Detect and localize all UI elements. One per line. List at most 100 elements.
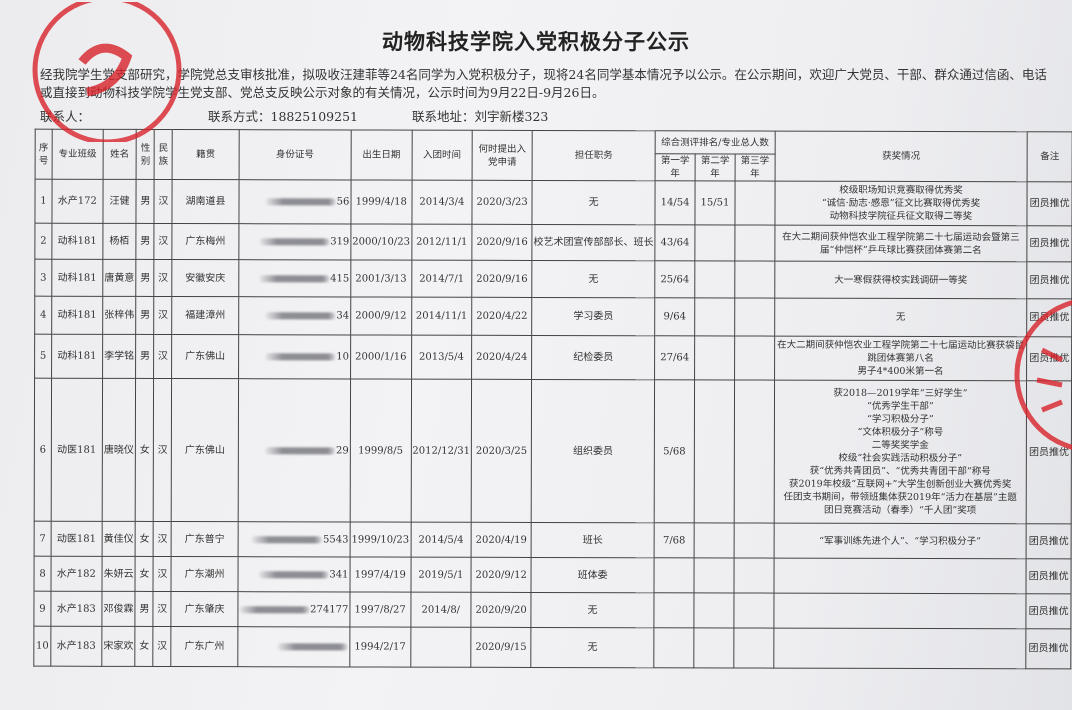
- id-suffix: 29: [336, 444, 349, 456]
- cell-r2: [694, 224, 735, 261]
- table-row: 10 水产183 宋家欢女汉广东广州 1994/2/17 2020/9/15 无 团员推优: [33, 626, 1071, 669]
- table-row: 6 动医181 唐晓仪女汉广东佛山 29 1999/8/5 2012/12/31 2020/…: [34, 378, 1072, 524]
- table-row: 1 水产172 汪健男汉湖南道县 56 1999/4/18 2014/3/4 2020/3/…: [34, 179, 1072, 226]
- cell-ethnic: 汉: [153, 591, 172, 627]
- cell-league: 2014/5/4: [410, 522, 472, 558]
- cell-id: 341: [237, 556, 350, 592]
- table-row: 7 动医181 黄佳仪女汉广东普宁 5543 1999/10/23 2014/5/4 202…: [34, 521, 1072, 559]
- column-subheader: 第二学年: [695, 153, 736, 181]
- cell-r3: [734, 224, 775, 262]
- redacted-id-bar: [265, 353, 336, 361]
- table-row: 9 水产183 邓俊霖男汉广东肇庆 274177 1997/8/27 2014/8/202…: [33, 591, 1071, 629]
- cell-r3: [733, 557, 774, 594]
- cell-id: 319: [238, 223, 351, 260]
- cell-ethnic: 汉: [153, 334, 172, 379]
- cell-awards: 校级职场知识竞赛取得优秀奖 “诚信·励志·感恩”征文比赛取得优秀奖 动物科技学院…: [774, 181, 1028, 226]
- column-header: 身份证号: [238, 129, 352, 180]
- cell-awards: 在大二期间获仲恺农业工程学院第二十七届运动会暨第三届“仲恺杯”乒乓球比赛获团体赛…: [774, 225, 1028, 262]
- cell-league: [410, 627, 472, 668]
- cell-no: 10: [33, 626, 51, 667]
- cell-apply: 2020/9/16: [471, 260, 532, 298]
- cell-note: 团员推优: [1026, 523, 1072, 559]
- cell-r2: [693, 592, 734, 628]
- cell-r1: [654, 557, 695, 593]
- cell-class: 动科181: [51, 334, 103, 379]
- cell-post: 组织委员: [531, 379, 655, 523]
- cell-origin: 广东肇庆: [171, 591, 238, 627]
- cell-no: 3: [34, 259, 52, 297]
- cell-name: 唐晓仪: [101, 378, 136, 522]
- cell-league: 2012/11/1: [411, 224, 473, 261]
- cell-league: 2012/12/31: [410, 379, 472, 523]
- cell-apply: 2020/3/23: [472, 180, 533, 225]
- cell-origin: 福建漳州: [171, 296, 239, 335]
- cell-league: 2019/5/1: [410, 557, 472, 593]
- cell-r2: [694, 260, 735, 298]
- redacted-id-bar: [259, 274, 330, 282]
- redacted-id-bar: [265, 446, 336, 454]
- cell-origin: 广东潮州: [171, 556, 238, 592]
- cell-apply: 2020/9/12: [471, 557, 532, 593]
- column-header: 何时提出入党申请: [472, 130, 533, 181]
- cell-birth: 1999/4/18: [350, 179, 412, 225]
- cell-r1: 25/64: [654, 260, 695, 298]
- cell-sex: 女: [135, 521, 154, 557]
- right-seal-stamp: [1014, 300, 1072, 450]
- cell-post: 无: [530, 627, 655, 668]
- intro-paragraph: 经我院学生党支部研究，学院党总支审核批准，拟吸收汪建菲等24名同学为入党积极分子…: [40, 67, 1047, 100]
- cell-awards: 大一寒假获得校实践调研一等奖: [774, 261, 1028, 299]
- cell-r2: [694, 335, 735, 380]
- column-subheader: 第三学年: [734, 153, 775, 182]
- cell-name: 李学铭: [102, 334, 137, 379]
- cell-post: 班长: [531, 522, 655, 558]
- cell-awards: [773, 628, 1027, 669]
- id-suffix: 341: [329, 568, 349, 580]
- contact-phone: 联系方式：18825109251: [208, 109, 358, 124]
- cell-sex: 男: [136, 259, 155, 297]
- cell-league: 2014/8/: [410, 592, 472, 628]
- cell-league: 2013/5/4: [411, 335, 472, 380]
- cell-class: 动科181: [51, 259, 103, 297]
- redacted-id-bar: [259, 238, 330, 246]
- cell-ethnic: 汉: [153, 378, 172, 522]
- cell-birth: 1999/8/5: [350, 378, 412, 523]
- redacted-id-bar: [265, 198, 336, 206]
- cell-r1: 9/64: [654, 297, 695, 336]
- cell-sex: 女: [135, 626, 154, 667]
- redacted-id-bar: [239, 605, 310, 613]
- column-header: 获奖情况: [774, 131, 1028, 182]
- cell-sex: 男: [135, 591, 154, 627]
- cell-no: 8: [33, 556, 52, 592]
- cell-r3: [734, 335, 775, 381]
- cell-sex: 男: [136, 296, 155, 335]
- id-suffix: 319: [330, 236, 350, 248]
- cell-no: 1: [34, 179, 53, 224]
- cell-r3: [734, 522, 774, 559]
- cell-apply: 2020/3/25: [471, 379, 532, 523]
- cell-awards: 获2018—2019学年“三好学生” “优秀学生干部” “学习积极分子” “文体…: [773, 380, 1027, 524]
- cell-post: 学习委员: [531, 297, 655, 336]
- redacted-id-bar: [265, 312, 336, 320]
- cell-r3: [734, 260, 775, 299]
- column-header: 担任职务: [532, 130, 656, 181]
- cell-r2: 15/51: [694, 180, 735, 225]
- cell-ethnic: 汉: [154, 296, 173, 335]
- cell-class: 水产183: [50, 591, 102, 627]
- cell-ethnic: 汉: [154, 259, 173, 297]
- cell-origin: 广东佛山: [171, 378, 239, 522]
- cell-no: 5: [34, 334, 52, 379]
- cell-class: 动医181: [51, 378, 103, 522]
- cell-awards: 无: [774, 298, 1028, 337]
- cell-id: [237, 626, 350, 667]
- table-row: 4 动科181 张梓伟男汉福建漳州 34 2000/9/12 2014/11/1 2020/…: [34, 296, 1072, 337]
- cell-id: 29: [237, 378, 351, 522]
- cell-id: 10: [238, 334, 351, 379]
- redacted-id-bar: [252, 535, 323, 543]
- column-header: 入团时间: [411, 130, 473, 181]
- cell-apply: 2020/4/22: [471, 297, 532, 336]
- id-suffix: 34: [336, 310, 350, 322]
- cell-apply: 2020/4/24: [471, 335, 532, 380]
- cell-r3: [733, 627, 774, 669]
- cell-apply: 2020/9/15: [470, 627, 532, 668]
